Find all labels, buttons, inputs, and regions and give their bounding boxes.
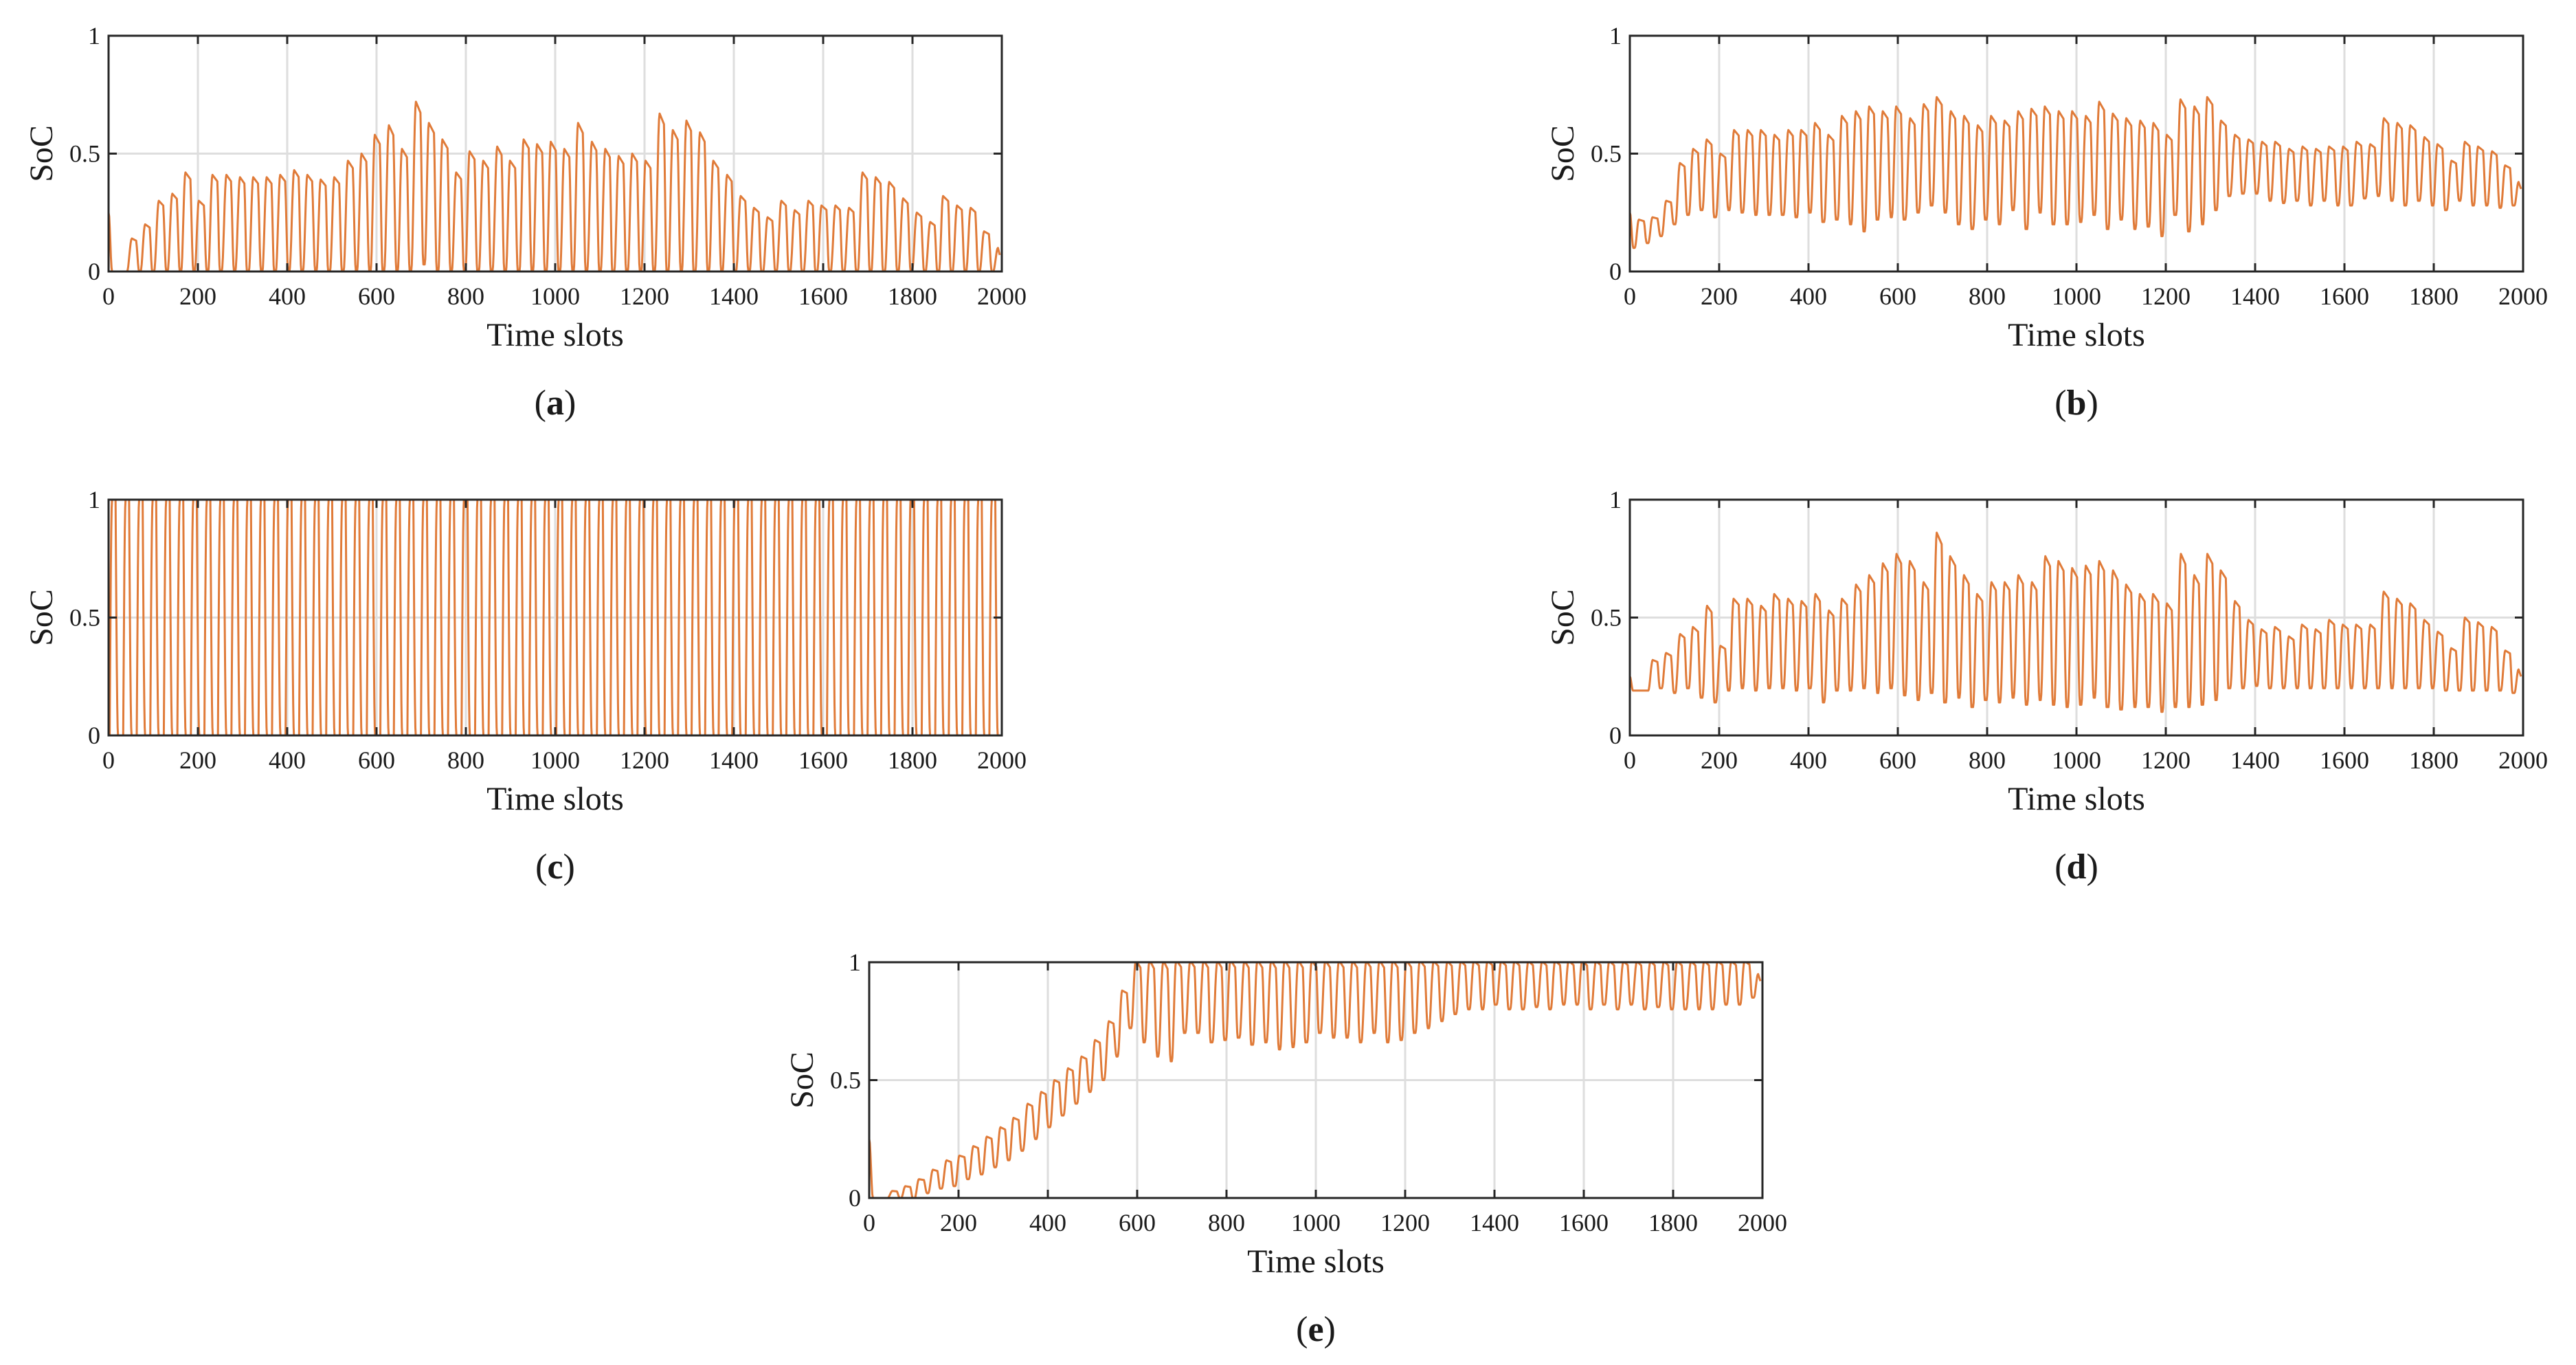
x-tick-label: 400 [1790,282,1827,310]
chart-panel-e: 0 200 400 600 800 1000 1200 1400 1600 1800 2000 0 0.… [784,948,1787,1349]
y-axis-label: SoC [1545,589,1581,646]
y-tick-label: 0 [1609,258,1622,285]
x-tick-label: 800 [1969,282,2006,310]
x-tick-label: 800 [1969,746,2006,774]
x-tick-label: 1200 [620,746,669,774]
x-tick-label: 200 [1701,282,1738,310]
y-tick-label: 1 [88,486,100,513]
x-tick-label: 1600 [798,282,848,310]
x-tick-label: 0 [1624,746,1636,774]
x-tick-label: 1600 [798,746,848,774]
x-tick-label: 2000 [977,746,1027,774]
x-tick-label: 1000 [530,282,580,310]
x-tick-label: 2000 [2498,282,2548,310]
x-tick-label: 1800 [1648,1209,1698,1236]
x-tick-label: 0 [1624,282,1636,310]
panel-caption: (d) [2054,847,2098,887]
y-axis-label: SoC [23,589,60,646]
chart-panel-b: 0 200 400 600 800 1000 1200 1400 1600 1800 2000 0 0.… [1545,22,2548,423]
x-tick-label: 1400 [709,282,759,310]
y-tick-label: 1 [1609,486,1622,513]
y-tick-label: 0.5 [1591,604,1622,632]
y-axis-label: SoC [1545,125,1581,182]
x-tick-label: 400 [1029,1209,1066,1236]
x-axis-label: Time slots [2008,781,2145,817]
x-tick-label: 200 [179,282,216,310]
x-tick-label: 1000 [2052,282,2101,310]
x-tick-label: 800 [447,282,484,310]
x-tick-label: 2000 [2498,746,2548,774]
y-tick-label: 0.5 [69,140,100,168]
chart-panel-d: 0 200 400 600 800 1000 1200 1400 1600 1800 2000 0 0.… [1545,486,2548,887]
x-tick-label: 1200 [620,282,669,310]
y-tick-label: 0.5 [830,1067,861,1094]
x-tick-label: 1400 [709,746,759,774]
x-tick-label: 2000 [1738,1209,1787,1236]
soc-series-line [868,961,1762,1199]
x-axis-label: Time slots [2008,317,2145,353]
x-tick-label: 400 [269,282,306,310]
y-tick-label: 0 [849,1184,861,1212]
grid [869,962,1762,1198]
soc-series-line [1628,96,2522,249]
x-tick-label: 1600 [1559,1209,1609,1236]
y-tick-label: 0 [88,722,100,749]
x-tick-label: 800 [1208,1209,1245,1236]
x-tick-label: 2000 [977,282,1027,310]
x-tick-label: 400 [269,746,306,774]
panel-caption: (c) [535,847,575,887]
x-tick-label: 1800 [888,746,937,774]
x-tick-label: 1200 [2141,282,2191,310]
x-tick-label: 600 [358,746,395,774]
x-tick-label: 1400 [1470,1209,1519,1236]
x-tick-label: 1000 [2052,746,2101,774]
x-tick-label: 1800 [888,282,937,310]
x-tick-label: 0 [863,1209,875,1236]
chart-panel-a: 0 200 400 600 800 1000 1200 1400 1600 1800 2000 0 0.… [23,22,1027,423]
x-tick-label: 1800 [2409,282,2459,310]
x-tick-label: 1200 [2141,746,2191,774]
panel-caption: (e) [1296,1310,1336,1349]
x-tick-label: 1600 [2320,282,2369,310]
panel-caption: (a) [535,384,576,423]
x-tick-label: 1400 [2230,282,2280,310]
y-tick-label: 1 [849,948,861,976]
x-tick-label: 1400 [2230,746,2280,774]
x-tick-label: 600 [1879,746,1916,774]
x-tick-label: 1800 [2409,746,2459,774]
y-tick-label: 0.5 [1591,140,1622,168]
x-tick-label: 200 [1701,746,1738,774]
panel-caption: (b) [2054,384,2098,423]
x-tick-label: 1200 [1380,1209,1430,1236]
x-tick-label: 200 [179,746,216,774]
x-tick-label: 400 [1790,746,1827,774]
x-tick-label: 800 [447,746,484,774]
x-tick-label: 600 [1879,282,1916,310]
x-tick-label: 200 [940,1209,977,1236]
x-tick-label: 1000 [1291,1209,1341,1236]
chart-panel-c: 0 200 400 600 800 1000 1200 1400 1600 1800 2000 0 0.… [23,486,1027,887]
x-axis-label: Time slots [1247,1243,1385,1280]
x-axis-label: Time slots [486,781,624,817]
x-tick-label: 600 [1119,1209,1156,1236]
y-tick-label: 0 [1609,722,1622,749]
x-tick-label: 0 [102,746,115,774]
y-axis-label: SoC [23,125,60,182]
x-tick-label: 1000 [530,746,580,774]
x-tick-label: 1600 [2320,746,2369,774]
x-tick-label: 600 [358,282,395,310]
x-tick-label: 0 [102,282,115,310]
y-tick-label: 0 [88,258,100,285]
soc-series-line [107,100,1001,273]
y-tick-label: 1 [88,22,100,49]
y-tick-label: 1 [1609,22,1622,49]
soc-series-line [1628,531,2522,713]
x-axis-label: Time slots [486,317,624,353]
y-tick-label: 0.5 [69,604,100,632]
y-axis-label: SoC [784,1052,820,1109]
